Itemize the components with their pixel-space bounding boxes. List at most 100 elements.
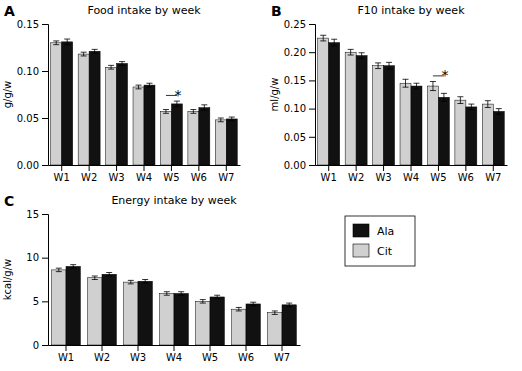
x-tick-label: W3 [375, 172, 391, 183]
y-tick-label: 0.20 [284, 47, 306, 58]
legend-item: Ala [353, 224, 394, 238]
legend: AlaCit [345, 216, 415, 266]
error-bar-cap [56, 271, 62, 272]
bar-series [62, 39, 238, 165]
bar [138, 281, 152, 345]
error-bar [163, 110, 169, 114]
error-bar-cap [403, 79, 409, 80]
x-tick-mark [356, 165, 357, 171]
error-bar-cap [286, 306, 292, 307]
bar [62, 42, 73, 165]
error-bar-stem [253, 302, 254, 305]
x-tick-mark [171, 165, 172, 171]
y-tick-mark [309, 80, 315, 81]
error-bar-cap [119, 65, 125, 66]
error-bar-cap [468, 104, 474, 105]
error-bar [56, 268, 62, 271]
error-bar [106, 273, 112, 276]
error-bar-cap [375, 68, 381, 69]
y-tick: 0.10 [17, 66, 48, 77]
error-bar-cap [136, 88, 142, 89]
bar [411, 86, 422, 165]
y-tick: 0.05 [17, 113, 48, 124]
bar [171, 104, 182, 165]
y-tick: 5 [33, 296, 48, 307]
error-bar-cap [92, 276, 98, 277]
bar [345, 52, 356, 165]
y-axis: 0.000.050.100.15 [17, 19, 49, 171]
error-bar-cap [178, 291, 184, 292]
error-bar [108, 65, 114, 69]
bar [282, 305, 296, 345]
y-axis-line [42, 215, 49, 346]
error-bar-cap [229, 120, 235, 121]
y-tick-mark [309, 137, 315, 138]
error-bar-cap [142, 282, 148, 283]
y-tick-label: 0.05 [284, 132, 306, 143]
error-bar-cap [81, 55, 87, 56]
error-bar-stem [67, 39, 68, 45]
y-tick-label: 0.25 [284, 19, 306, 30]
bar-series [51, 41, 227, 165]
x-tick-label: W6 [191, 172, 207, 183]
error-bar-cap [146, 86, 152, 87]
error-bar-cap [457, 103, 463, 104]
legend-swatch [353, 244, 369, 257]
bar [482, 104, 493, 165]
error-bar [164, 292, 170, 295]
error-bar [146, 83, 152, 87]
error-bar-stem [181, 292, 182, 295]
y-axis-line [42, 25, 49, 166]
error-bar [348, 49, 354, 55]
error-bar-cap [403, 87, 409, 88]
error-bar-stem [145, 280, 146, 283]
bar-series [329, 39, 505, 165]
error-bar [496, 109, 502, 115]
y-tick-mark [42, 301, 48, 302]
y-tick-mark [42, 345, 48, 346]
x-tick: W5 [430, 165, 446, 183]
x-tick: W6 [238, 345, 254, 363]
error-bar-cap [163, 109, 169, 110]
error-bar-cap [430, 81, 436, 82]
error-bar-cap [320, 35, 326, 36]
error-bar-cap [164, 295, 170, 296]
y-tick: 0.10 [284, 103, 315, 114]
y-tick-label: 0 [33, 340, 39, 351]
error-bar [200, 300, 206, 303]
error-bar-stem [443, 93, 444, 101]
panel-label: A [4, 3, 15, 19]
error-bar-cap [386, 69, 392, 70]
error-bar-cap [214, 295, 220, 296]
x-tick-mark [465, 165, 466, 171]
error-bar-cap [164, 291, 170, 292]
error-bar [403, 79, 409, 87]
x-tick-label: W6 [238, 352, 254, 363]
error-bar-cap [128, 280, 134, 281]
bar [246, 304, 260, 345]
x-tick-label: W5 [202, 352, 218, 363]
bar-series [52, 268, 282, 345]
y-tick-label: 0.05 [17, 113, 39, 124]
error-bar-cap [468, 109, 474, 110]
x-tick-label: W3 [130, 352, 146, 363]
error-bar-cap [331, 39, 337, 40]
x-tick-label: W5 [430, 172, 446, 183]
error-bar-cap [201, 110, 207, 111]
error-bar-cap [359, 52, 365, 53]
x-tick-mark [282, 345, 283, 351]
bar [226, 119, 237, 165]
bar [318, 38, 329, 165]
error-bar-stem [389, 62, 390, 69]
error-bar [359, 53, 365, 59]
error-bar-stem [350, 49, 351, 55]
error-bar-cap [106, 276, 112, 277]
x-tick-mark [116, 165, 117, 171]
panel: W1W2W3W4W5W6W70.000.050.100.150.200.25F1… [269, 3, 508, 183]
error-bar-cap [201, 104, 207, 105]
error-bar-cap [108, 69, 114, 70]
x-tick-mark [493, 165, 494, 171]
x-tick-mark [174, 345, 175, 351]
bar [466, 107, 477, 165]
error-bar-cap [106, 272, 112, 273]
